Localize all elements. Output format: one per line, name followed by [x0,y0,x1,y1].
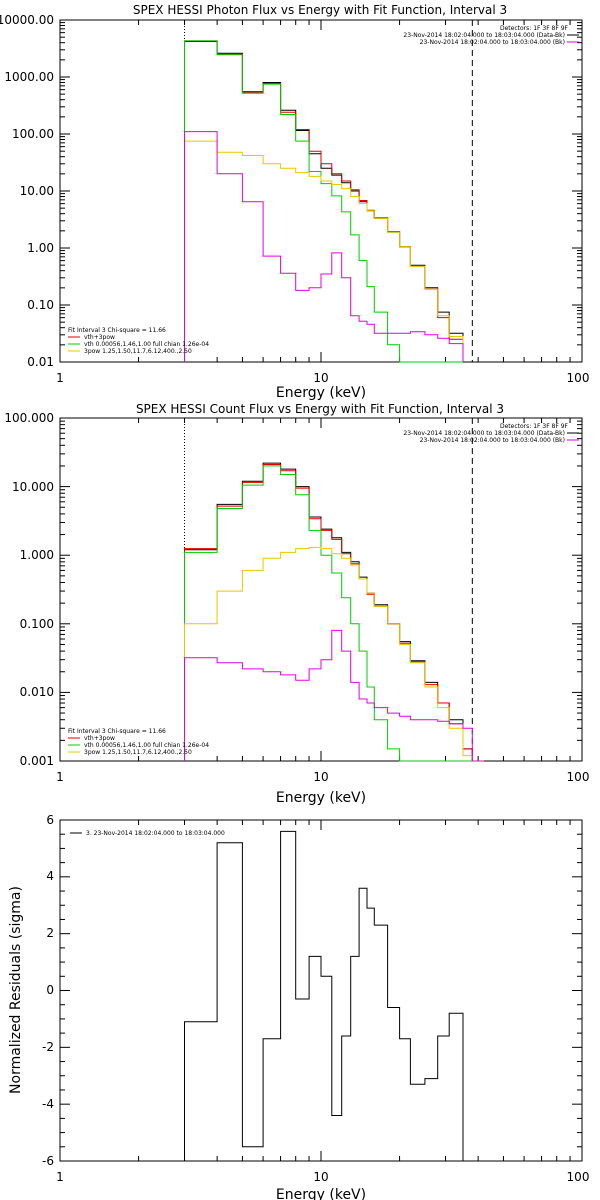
panel-photon-flux-axes-frame [59,19,583,363]
legend-entry-vth: vth 0.00056,1.46,1.00 full chian 1.26e-0… [84,341,209,348]
y-tick-label: 1.000 [20,548,54,562]
y-tick-label: -2 [42,1040,54,1054]
panel-residuals-plot: -6 -4 -2 0 2 4 6 1 10 100 Energy (keV) N… [8,813,589,1200]
panel-count-flux-x-tick-labels: 1 10 100 [56,770,589,784]
panel-residuals-x-tick-labels: 1 10 100 [56,1170,589,1184]
legend-entry-vth-3pow: vth+3pow [84,334,115,341]
legend-entry-3pow: 3pow 1.25,1.50,11.7,6.12,400.,2.50 [84,749,192,756]
y-tick-label: 2 [46,926,54,940]
legend-entry-vth: vth 0.00056,1.46,1.00 full chian 1.26e-0… [84,742,209,749]
panel-photon-flux-legend-top-right: Detectors: 1F 3F 8F 9F 23-Nov-2014 18:02… [403,25,579,46]
y-tick-label: 4 [46,869,54,883]
legend-entry-vth-3pow: vth+3pow [84,735,115,742]
panel-residuals-x-axis-label: Energy (keV) [276,1187,366,1200]
panel-photon-flux-ticks [59,19,583,363]
panel-residuals-y-tick-labels: -6 -4 -2 0 2 4 6 [42,813,54,1168]
y-tick-label: 100.00 [12,127,54,141]
legend-entry-bk: 23-Nov-2014 18:02:04.000 to 18:03:04.000… [420,437,565,444]
x-tick-label: 10 [313,1170,328,1184]
legend-fit-header: Fit Interval 3 Chi-square = 11.66 [68,327,166,334]
series-line-count-flux-2 [184,465,484,762]
panel-residuals-ticks [59,819,583,1162]
legend-entry-3pow: 3pow 1.25,1.50,11.7,6.12,400.,2.50 [84,348,192,355]
y-tick-label: 100.000 [4,411,54,425]
series-line-photon-flux-3 [184,140,464,362]
legend-entry-data-bk: 23-Nov-2014 18:02:04.000 to 18:03:04.000… [403,32,565,39]
y-tick-label: 0 [46,983,54,997]
y-tick-label: -6 [42,1154,54,1168]
panel-residuals-axes-frame [59,819,583,1162]
panel-photon-flux-x-axis-label: Energy (keV) [276,385,366,401]
panel-count-flux-ticks [59,417,583,762]
panel-photon-flux: SPEX HESSI Photon Flux vs Energy with Fi… [0,3,589,401]
panel-count-flux-legend-top-right: Detectors: 1F 3F 8F 9F 23-Nov-2014 18:02… [403,423,579,444]
panel-photon-flux-x-tick-labels: 1 10 100 [56,371,589,385]
panel-count-flux-axes-frame [59,417,583,762]
panel-count-flux-title: SPEX HESSI Count Flux vs Energy with Fit… [136,402,504,416]
y-tick-label: 0.01 [27,355,54,369]
panel-count-flux-plot: 0.001 0.010 0.100 1.000 10.000 100.000 1… [4,411,589,806]
x-tick-label: 100 [567,770,590,784]
panel-count-flux-series [184,462,484,762]
y-tick-label: 10.00 [20,184,54,198]
y-tick-label: 10000.00 [0,13,54,27]
panel-photon-flux-title: SPEX HESSI Photon Flux vs Energy with Fi… [133,3,507,17]
x-tick-label: 10 [313,371,328,385]
y-tick-label: 1000.00 [4,70,54,84]
panel-residuals-legend: 3. 23-Nov-2014 18:02:04.000 to 18:03:04.… [70,830,225,837]
panel-count-flux-y-tick-labels: 0.001 0.010 0.100 1.000 10.000 100.000 [4,411,54,768]
x-tick-label: 1 [56,770,64,784]
legend-entry-bk: 23-Nov-2014 18:02:04.000 to 18:03:04.000… [420,39,565,46]
y-tick-label: -4 [42,1097,54,1111]
panel-count-flux-energy-range-markers [184,418,473,761]
panel-residuals-y-axis-label: Normalized Residuals (sigma) [8,886,24,1094]
legend-header: Detectors: 1F 3F 8F 9F [500,423,569,430]
x-tick-label: 10 [313,770,328,784]
y-tick-label: 0.010 [20,685,54,699]
y-tick-label: 0.10 [27,298,54,312]
panel-residuals-series [184,830,464,1161]
panel-photon-flux-energy-range-markers [184,20,473,362]
legend-entry-data-bk: 23-Nov-2014 18:02:04.000 to 18:03:04.000… [403,430,565,437]
legend-header: Detectors: 1F 3F 8F 9F [500,25,569,32]
y-tick-label: 6 [46,813,54,827]
y-tick-label: 0.100 [20,617,54,631]
series-line-photon-flux-1 [184,40,464,362]
series-line-count-flux-4 [184,629,484,762]
y-tick-label: 10.000 [12,480,54,494]
panel-count-flux-x-axis-label: Energy (keV) [276,790,366,806]
series-line-count-flux-3 [184,546,484,762]
x-tick-label: 1 [56,371,64,385]
panel-photon-flux-legend-bottom-left: Fit Interval 3 Chi-square = 11.66 vth+3p… [68,327,209,355]
y-tick-label: 0.001 [20,754,54,768]
y-tick-label: 1.00 [27,241,54,255]
panel-count-flux: SPEX HESSI Count Flux vs Energy with Fit… [4,402,589,806]
series-line-photon-flux-0 [184,41,464,362]
legend-fit-header: Fit Interval 3 Chi-square = 11.66 [68,728,166,735]
panel-count-flux-legend-bottom-left: Fit Interval 3 Chi-square = 11.66 vth+3p… [68,728,209,756]
panel-residuals: -6 -4 -2 0 2 4 6 1 10 100 Energy (keV) N… [8,813,589,1200]
legend-entry-interval-3: 3. 23-Nov-2014 18:02:04.000 to 18:03:04.… [86,830,225,837]
series-line-photon-flux-2 [184,40,463,363]
x-tick-label: 100 [567,1170,590,1184]
x-tick-label: 1 [56,1170,64,1184]
panel-photon-flux-plot: 0.01 0.10 1.00 10.00 100.00 1000.00 1000… [0,13,589,401]
series-line-count-flux-0 [184,462,484,762]
panel-photon-flux-series [184,40,464,363]
series-line-residuals-0 [184,830,464,1161]
x-tick-label: 100 [567,371,590,385]
series-line-photon-flux-4 [184,131,464,362]
panel-photon-flux-y-tick-labels: 0.01 0.10 1.00 10.00 100.00 1000.00 1000… [0,13,54,369]
